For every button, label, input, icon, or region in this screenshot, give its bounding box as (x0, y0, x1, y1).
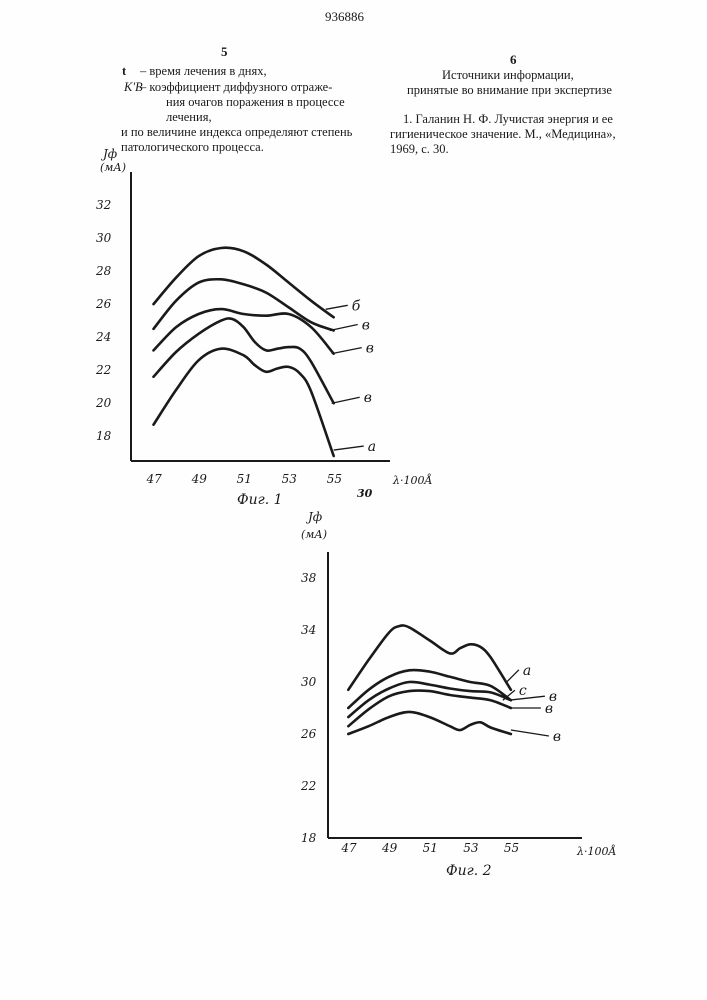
fig2-series-line (348, 625, 511, 689)
fig2-x-tick-label: 53 (463, 841, 479, 855)
fig1-caption: Фиг. 1 (237, 492, 283, 508)
fig1-series-line (154, 248, 334, 318)
fig1-y-tick-label: 26 (95, 297, 112, 311)
fig2-x-label: λ·100Å (576, 844, 616, 858)
fig2-x-tick-label: 47 (340, 841, 357, 855)
fig2-curve-label: а (523, 663, 531, 679)
fig2-leader-line (511, 730, 549, 736)
fig1-curve-label: в (364, 390, 372, 406)
fig2-curve-label: в (553, 729, 561, 745)
fig2-y-label-1: Jф (305, 510, 322, 524)
fig2-y-tick-label: 22 (300, 779, 316, 793)
fig1-leader-line (334, 446, 364, 450)
fig2-y-tick-label: 30 (301, 675, 317, 689)
fig1-leader-line (332, 348, 362, 354)
fig1-curve-label: в (366, 341, 374, 357)
fig2-y-tick-label: 18 (301, 831, 317, 845)
fig1-x-tick-label: 47 (146, 472, 163, 486)
fig1-series-line (154, 349, 334, 456)
figure-2: Jф (мА) λ·100Å Фиг. 2 38 34 30 26 22 18 47 49 5… (300, 510, 616, 879)
fig1-y-label-2: (мА) (100, 161, 126, 174)
fig2-curve-label: в (545, 701, 553, 717)
figure-1: Jф (мА) λ·100Å Фиг. 1 32 30 28 26 24 22 20 18 4… (95, 147, 432, 508)
fig1-x-tick-label: 53 (282, 472, 298, 486)
fig2-y-tick-label: 26 (300, 727, 317, 741)
fig1-x-tick-label: 49 (191, 472, 208, 486)
fig2-x-tick-label: 55 (504, 841, 519, 855)
fig1-x-label: λ·100Å (392, 473, 432, 487)
fig2-caption: Фиг. 2 (446, 863, 492, 879)
fig2-y-label-2: (мА) (301, 528, 327, 541)
fig1-x-tick-label: 51 (237, 472, 252, 486)
fig1-y-label-1: Jф (100, 147, 117, 161)
fig2-x-tick-label: 49 (381, 841, 398, 855)
fig1-leader-line (332, 397, 360, 403)
fig1-curve-label: в (362, 318, 370, 334)
fig2-curve-label: с (519, 683, 527, 699)
fig2-leader-line (509, 696, 545, 700)
fig1-y-tick-label: 18 (96, 429, 112, 443)
fig1-y-tick-label: 30 (96, 231, 112, 245)
line-number-30: 30 (357, 487, 373, 500)
fig2-x-tick-label: 51 (423, 841, 438, 855)
fig2-series-line (348, 670, 511, 708)
fig2-series-line (348, 712, 511, 734)
fig1-series-line (154, 318, 334, 403)
fig1-curve-label: б (352, 298, 361, 314)
fig1-leader-line (326, 305, 348, 309)
fig2-y-tick-label: 34 (301, 623, 316, 637)
fig1-leader-line (330, 325, 358, 331)
fig2-y-tick-label: 38 (301, 571, 317, 585)
fig1-y-tick-label: 20 (95, 396, 112, 410)
fig1-x-tick-label: 55 (327, 472, 342, 486)
fig2-leader-line (507, 670, 519, 682)
fig1-y-tick-label: 32 (96, 198, 111, 212)
fig1-y-tick-label: 24 (95, 330, 111, 344)
fig1-y-tick-label: 22 (95, 363, 111, 377)
fig1-y-tick-label: 28 (95, 264, 112, 278)
fig1-curve-label: а (368, 439, 376, 455)
